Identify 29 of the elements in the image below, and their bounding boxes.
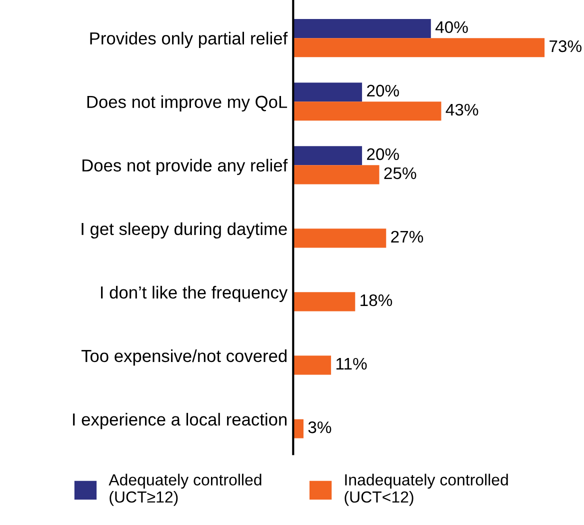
data-label: 3%	[308, 421, 332, 434]
bar	[293, 165, 380, 184]
bar	[293, 38, 545, 58]
data-label: 27%	[391, 230, 424, 243]
data-label: 25%	[384, 167, 416, 180]
y-tick-label: I experience a local reaction	[73, 412, 286, 430]
bar	[293, 228, 386, 248]
y-tick-label: Does not provide any relief	[82, 158, 288, 176]
bar	[293, 419, 304, 438]
data-label: 73%	[550, 40, 582, 52]
data-label: 43%	[446, 104, 478, 116]
bar	[293, 356, 332, 375]
bar	[293, 146, 362, 166]
data-label: 18%	[360, 294, 392, 306]
data-label: 11%	[336, 358, 367, 370]
y-tick-label: Too expensive/not covered	[81, 349, 287, 366]
y-tick-label: Provides only partial relief	[90, 32, 288, 48]
y-tick-label: I get sleepy during daytime	[82, 222, 287, 239]
legend-label: Adequately controlled (UCT≥12)	[108, 474, 262, 506]
data-label: 20%	[367, 148, 399, 160]
data-label: 20%	[367, 84, 399, 97]
y-tick-label: I don’t like the frequency	[101, 286, 288, 302]
bar	[293, 292, 356, 312]
bar	[293, 19, 431, 38]
y-tick-label: Does not improve my QoL	[87, 95, 288, 112]
data-label: 40%	[435, 21, 468, 34]
bar	[293, 82, 362, 102]
legend-label: Inadequately controlled (UCT<12)	[344, 474, 508, 506]
bar	[293, 102, 442, 121]
